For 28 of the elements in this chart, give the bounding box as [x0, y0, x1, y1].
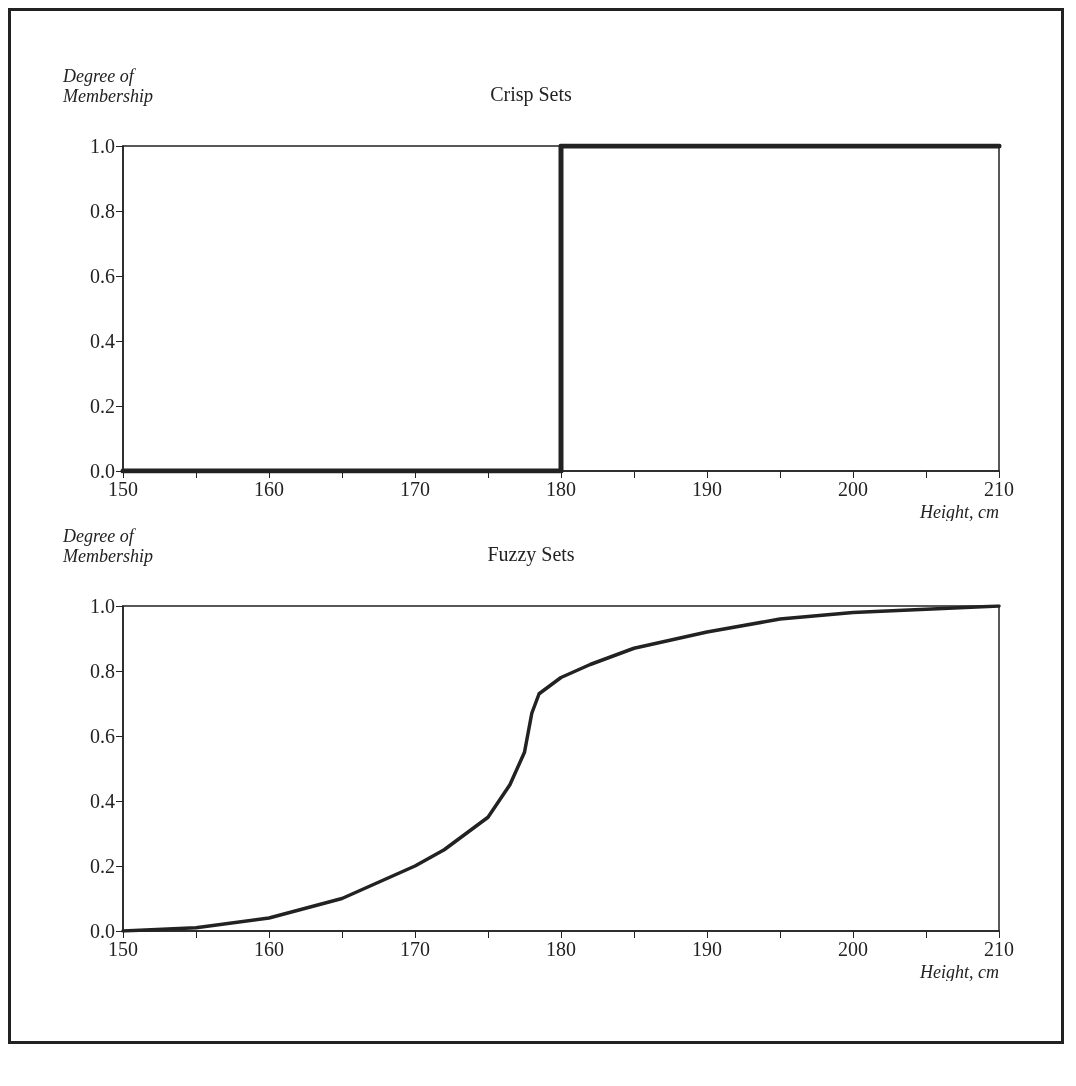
y-tick-label: 0.6 [90, 725, 115, 747]
x-tick-label: 180 [546, 938, 576, 960]
x-tick-label: 210 [984, 478, 1014, 500]
x-tick-label: 170 [400, 478, 430, 500]
x-tick-label: 210 [984, 938, 1014, 960]
y-tick-label: 0.8 [90, 200, 115, 222]
x-tick-label: 190 [692, 938, 722, 960]
x-tick-label: 200 [838, 478, 868, 500]
y-tick-label: 0.2 [90, 395, 115, 417]
x-tick-label: 200 [838, 938, 868, 960]
y-tick-label: 0.4 [90, 330, 115, 352]
y-tick-label: 1.0 [90, 135, 115, 157]
x-tick-label: 170 [400, 938, 430, 960]
x-tick-label: 160 [254, 938, 284, 960]
y-axis-title: Degree of Membership [62, 66, 153, 106]
x-axis-title: Height, cm [919, 502, 1000, 522]
y-axis-title: Degree of Membership [62, 526, 153, 566]
x-tick-label: 190 [692, 478, 722, 500]
y-tick-label: 0.8 [90, 660, 115, 682]
chart-title: Fuzzy Sets [487, 543, 575, 566]
x-tick-label: 180 [546, 478, 576, 500]
y-tick-label: 0.6 [90, 265, 115, 287]
x-axis-title: Height, cm [919, 962, 1000, 982]
x-tick-label: 160 [254, 478, 284, 500]
y-tick-label: 1.0 [90, 595, 115, 617]
y-tick-label: 0.4 [90, 790, 115, 812]
chart-title: Crisp Sets [490, 83, 573, 106]
y-tick-label: 0.2 [90, 855, 115, 877]
